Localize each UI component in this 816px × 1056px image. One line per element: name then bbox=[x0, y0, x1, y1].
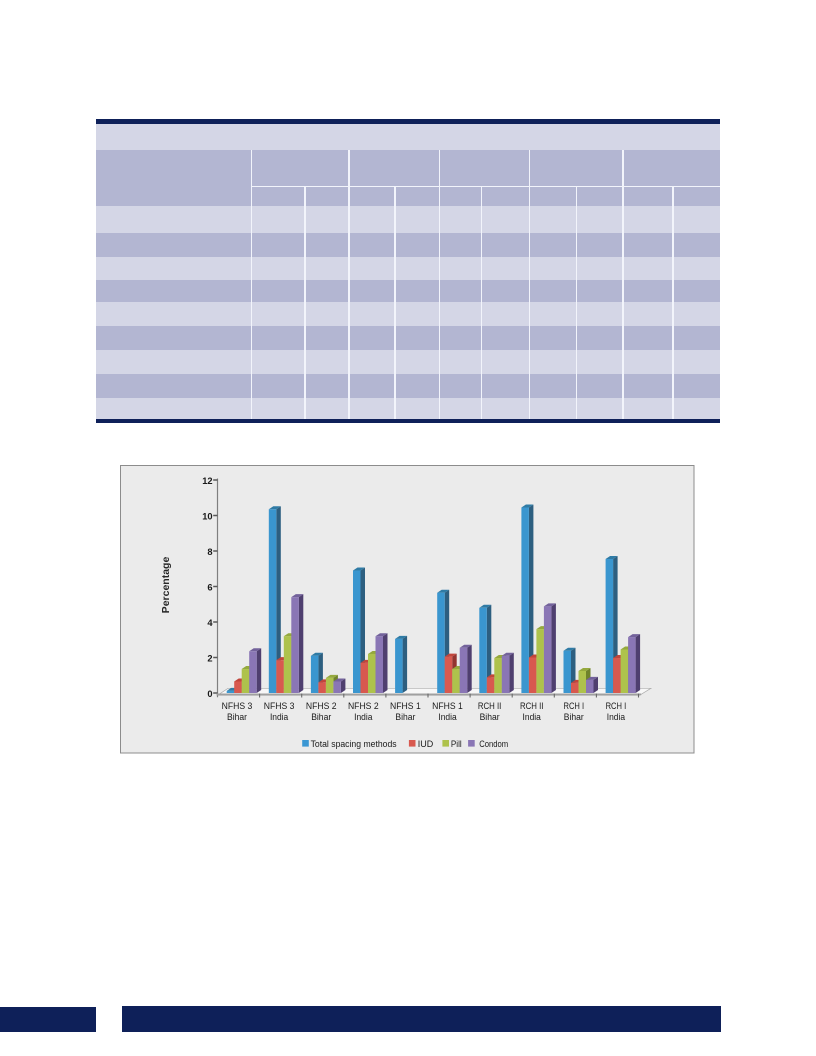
svg-text:Bihar: Bihar bbox=[480, 712, 501, 723]
svg-text:NFHS 3: NFHS 3 bbox=[222, 701, 253, 712]
svg-text:RCH II: RCH II bbox=[478, 701, 502, 712]
svg-text:NFHS 1: NFHS 1 bbox=[390, 701, 421, 712]
svg-text:India: India bbox=[607, 712, 626, 723]
svg-text:RCH I: RCH I bbox=[606, 701, 627, 712]
svg-text:Pill: Pill bbox=[451, 739, 462, 749]
svg-text:NFHS 3: NFHS 3 bbox=[264, 701, 295, 712]
svg-text:India: India bbox=[438, 712, 457, 723]
svg-text:2: 2 bbox=[207, 654, 212, 664]
svg-text:India: India bbox=[354, 712, 373, 723]
svg-text:10: 10 bbox=[202, 512, 212, 522]
svg-text:NFHS 2: NFHS 2 bbox=[348, 701, 379, 712]
svg-text:India: India bbox=[270, 712, 289, 723]
svg-text:12: 12 bbox=[202, 476, 212, 486]
svg-text:Total spacing methods: Total spacing methods bbox=[311, 739, 398, 749]
svg-text:Bihar: Bihar bbox=[564, 712, 585, 723]
svg-text:4: 4 bbox=[207, 618, 213, 628]
svg-text:NFHS 1: NFHS 1 bbox=[432, 701, 463, 712]
svg-text:IUD: IUD bbox=[418, 739, 434, 749]
svg-text:6: 6 bbox=[207, 583, 212, 593]
svg-text:Bihar: Bihar bbox=[395, 712, 416, 723]
svg-text:RCH I: RCH I bbox=[564, 701, 585, 712]
svg-text:Condom: Condom bbox=[479, 739, 508, 749]
svg-text:8: 8 bbox=[207, 547, 212, 557]
svg-text:0: 0 bbox=[207, 689, 212, 699]
svg-text:NFHS 2: NFHS 2 bbox=[306, 701, 337, 712]
svg-text:RCH II: RCH II bbox=[520, 701, 544, 712]
svg-text:Bihar: Bihar bbox=[227, 712, 248, 723]
svg-text:Percentage: Percentage bbox=[160, 557, 172, 614]
svg-text:India: India bbox=[523, 712, 542, 723]
svg-text:Bihar: Bihar bbox=[311, 712, 332, 723]
